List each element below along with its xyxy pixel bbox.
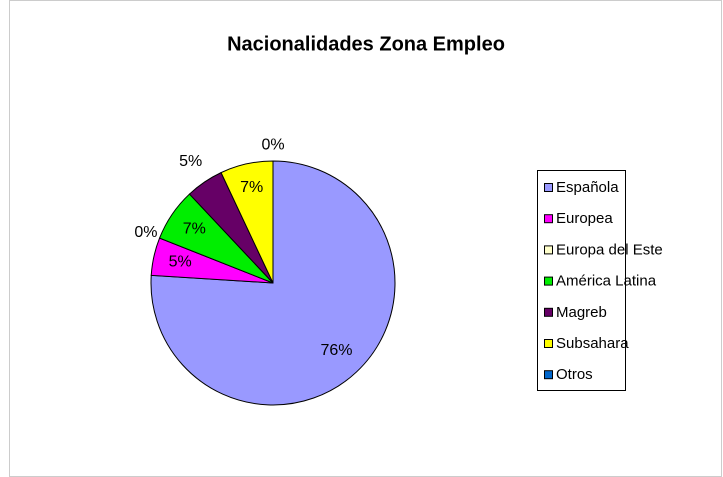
- legend-label: Subsahara: [556, 335, 629, 352]
- legend-label: América Latina: [556, 273, 657, 290]
- data-label: 0%: [134, 224, 157, 241]
- data-label: 7%: [183, 221, 206, 238]
- legend-swatch: [544, 214, 553, 224]
- chart-title: Nacionalidades Zona Empleo: [227, 33, 505, 55]
- data-label: 0%: [261, 136, 284, 153]
- legend-label: Europea: [556, 210, 613, 227]
- legend-label: Otros: [556, 366, 593, 383]
- legend-swatch: [544, 183, 553, 192]
- legend-swatch: [544, 245, 553, 255]
- data-label: 76%: [320, 342, 352, 359]
- legend-swatch: [544, 339, 553, 348]
- data-label: 7%: [240, 179, 263, 196]
- legend-label: Magreb: [556, 304, 607, 321]
- data-label: 5%: [179, 153, 202, 170]
- legend-label: Española: [556, 179, 619, 196]
- legend-swatch: [544, 307, 553, 317]
- legend-swatch: [544, 370, 553, 380]
- legend-swatch: [544, 276, 553, 286]
- legend-label: Europa del Este: [556, 241, 663, 258]
- data-label: 5%: [169, 253, 192, 270]
